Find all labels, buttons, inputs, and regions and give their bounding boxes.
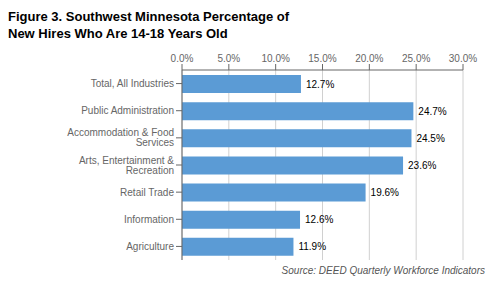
svg-text:Information: Information xyxy=(124,214,174,225)
svg-text:24.7%: 24.7% xyxy=(418,106,446,117)
svg-text:Accommodation & FoodServices: Accommodation & FoodServices xyxy=(67,127,174,148)
svg-text:Total, All Industries: Total, All Industries xyxy=(91,78,174,89)
svg-text:Arts, Entertainment &Recreatio: Arts, Entertainment &Recreation xyxy=(79,155,174,176)
svg-text:15.0%: 15.0% xyxy=(308,53,336,64)
svg-text:Public Administration: Public Administration xyxy=(81,105,174,116)
html-text:Figure 3. Southwest Minnesota: Figure 3. Southwest Minnesota Percentage… xyxy=(8,9,289,24)
svg-text:5.0%: 5.0% xyxy=(217,53,240,64)
svg-text:23.6%: 23.6% xyxy=(408,160,436,171)
svg-text:24.5%: 24.5% xyxy=(416,133,444,144)
svg-text:30.0%: 30.0% xyxy=(449,53,477,64)
svg-text:10.0%: 10.0% xyxy=(261,53,289,64)
svg-text:Retail Trade: Retail Trade xyxy=(120,187,174,198)
svg-text:0.0%: 0.0% xyxy=(171,53,194,64)
svg-text:12.7%: 12.7% xyxy=(306,79,334,90)
svg-text:Agriculture: Agriculture xyxy=(126,241,174,252)
svg-text:11.9%: 11.9% xyxy=(298,241,326,252)
svg-text:19.6%: 19.6% xyxy=(371,187,399,198)
svg-text:20.0%: 20.0% xyxy=(355,53,383,64)
html-text:Source: DEED Quarterly Workfor: Source: DEED Quarterly Workforce Indicat… xyxy=(281,265,485,276)
svg-text:12.6%: 12.6% xyxy=(305,214,333,225)
svg-text:25.0%: 25.0% xyxy=(402,53,430,64)
html-text:New Hires Who Are 14-18 Years: New Hires Who Are 14-18 Years Old xyxy=(8,26,228,41)
